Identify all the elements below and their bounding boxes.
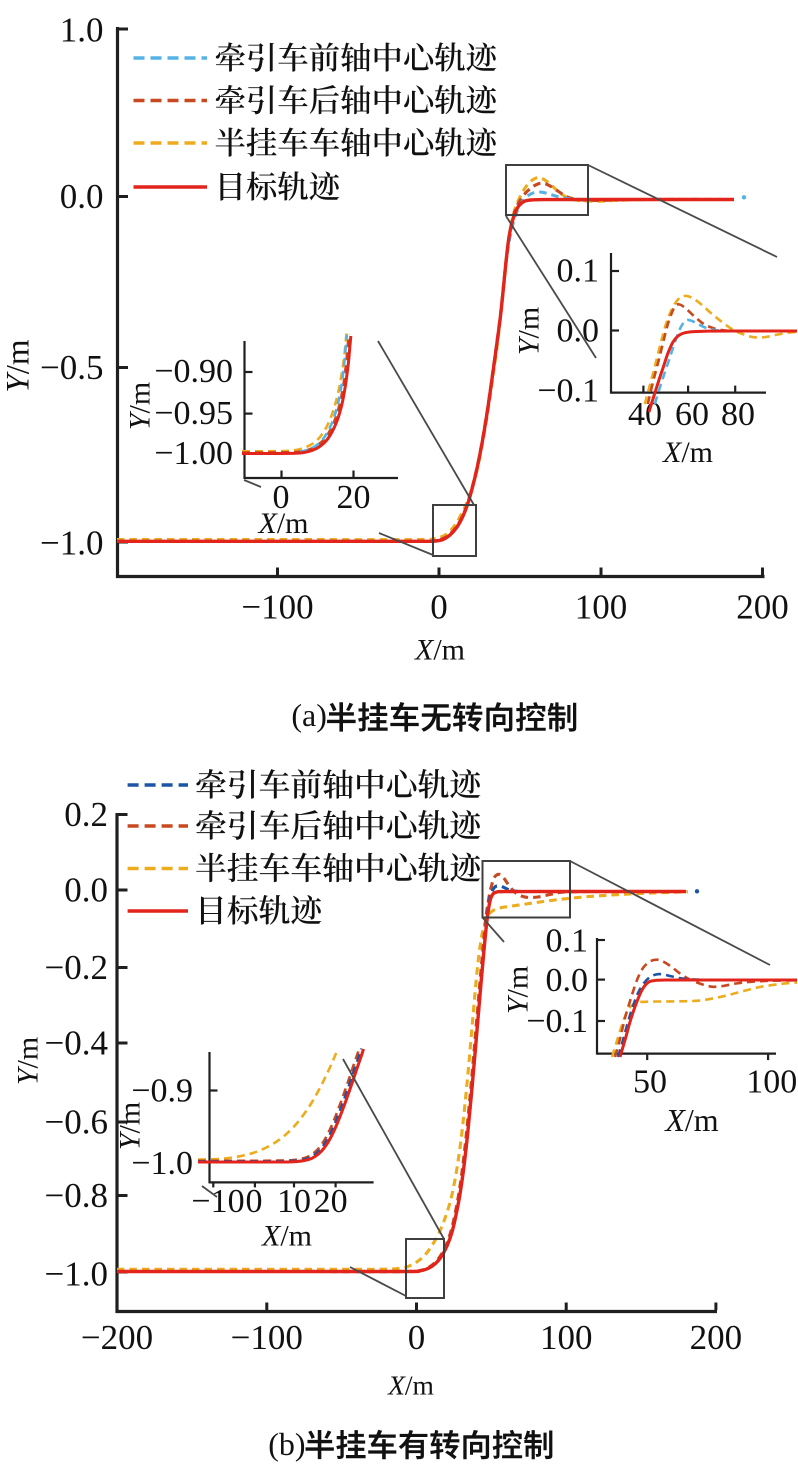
svg-text:200: 200 — [736, 587, 789, 626]
svg-text:−0.90: −0.90 — [154, 353, 233, 390]
svg-text:X/m: X/m — [258, 507, 309, 540]
svg-text:−0.8: −0.8 — [45, 1176, 109, 1215]
svg-text:−1.00: −1.00 — [154, 435, 233, 472]
svg-text:−100: −100 — [231, 1318, 303, 1357]
svg-text:Y/m: Y/m — [0, 339, 36, 393]
svg-text:−10: −10 — [191, 1183, 244, 1220]
svg-text:−200: −200 — [81, 1318, 153, 1357]
svg-text:100: 100 — [575, 587, 628, 626]
svg-text:Y/m: Y/m — [123, 382, 156, 430]
svg-text:−0.4: −0.4 — [45, 1023, 109, 1062]
svg-text:50: 50 — [633, 1064, 667, 1101]
svg-text:0.0: 0.0 — [60, 177, 104, 216]
svg-text:20: 20 — [337, 479, 371, 516]
svg-text:Y/m: Y/m — [512, 307, 545, 355]
svg-text:X/m: X/m — [663, 1102, 718, 1138]
svg-text:−1.0: −1.0 — [45, 1254, 109, 1293]
svg-text:−0.2: −0.2 — [45, 948, 109, 987]
svg-text:0.2: 0.2 — [64, 795, 108, 834]
svg-text:X/m: X/m — [261, 1219, 312, 1252]
svg-text:20: 20 — [314, 1183, 348, 1220]
svg-text:−0.95: −0.95 — [154, 395, 233, 432]
svg-text:−0.5: −0.5 — [40, 348, 104, 387]
svg-text:Y/m: Y/m — [501, 966, 534, 1014]
svg-text:(a): (a) — [291, 697, 327, 733]
svg-text:X/m: X/m — [662, 436, 713, 469]
svg-text:−0.1: −0.1 — [526, 1003, 588, 1040]
svg-text:0: 0 — [246, 1183, 263, 1220]
svg-text:−0.6: −0.6 — [45, 1102, 109, 1141]
svg-text:(b): (b) — [268, 1426, 305, 1462]
svg-text:0.0: 0.0 — [557, 313, 600, 350]
svg-text:0.1: 0.1 — [546, 923, 589, 960]
svg-text:100: 100 — [540, 1318, 593, 1357]
svg-text:−100: −100 — [241, 587, 313, 626]
svg-text:Y/m: Y/m — [113, 1102, 146, 1150]
svg-text:X/m: X/m — [414, 633, 465, 666]
svg-text:60: 60 — [675, 396, 709, 433]
svg-text:0.0: 0.0 — [546, 962, 589, 999]
svg-text:Y/m: Y/m — [11, 1037, 44, 1085]
svg-text:−1.0: −1.0 — [40, 523, 104, 562]
svg-text:0.0: 0.0 — [64, 870, 108, 909]
svg-text:−0.1: −0.1 — [537, 373, 599, 410]
svg-text:100: 100 — [746, 1064, 797, 1101]
svg-text:0: 0 — [273, 479, 290, 516]
svg-text:X/m: X/m — [387, 1370, 434, 1401]
svg-text:200: 200 — [690, 1318, 743, 1357]
svg-text:0: 0 — [430, 587, 448, 626]
svg-text:1.0: 1.0 — [60, 10, 104, 49]
svg-text:0: 0 — [408, 1318, 426, 1357]
svg-text:−0.9: −0.9 — [131, 1072, 193, 1109]
svg-text:80: 80 — [721, 396, 755, 433]
svg-text:0.1: 0.1 — [557, 253, 600, 290]
svg-text:10: 10 — [277, 1183, 311, 1220]
svg-text:−1.0: −1.0 — [131, 1145, 193, 1182]
